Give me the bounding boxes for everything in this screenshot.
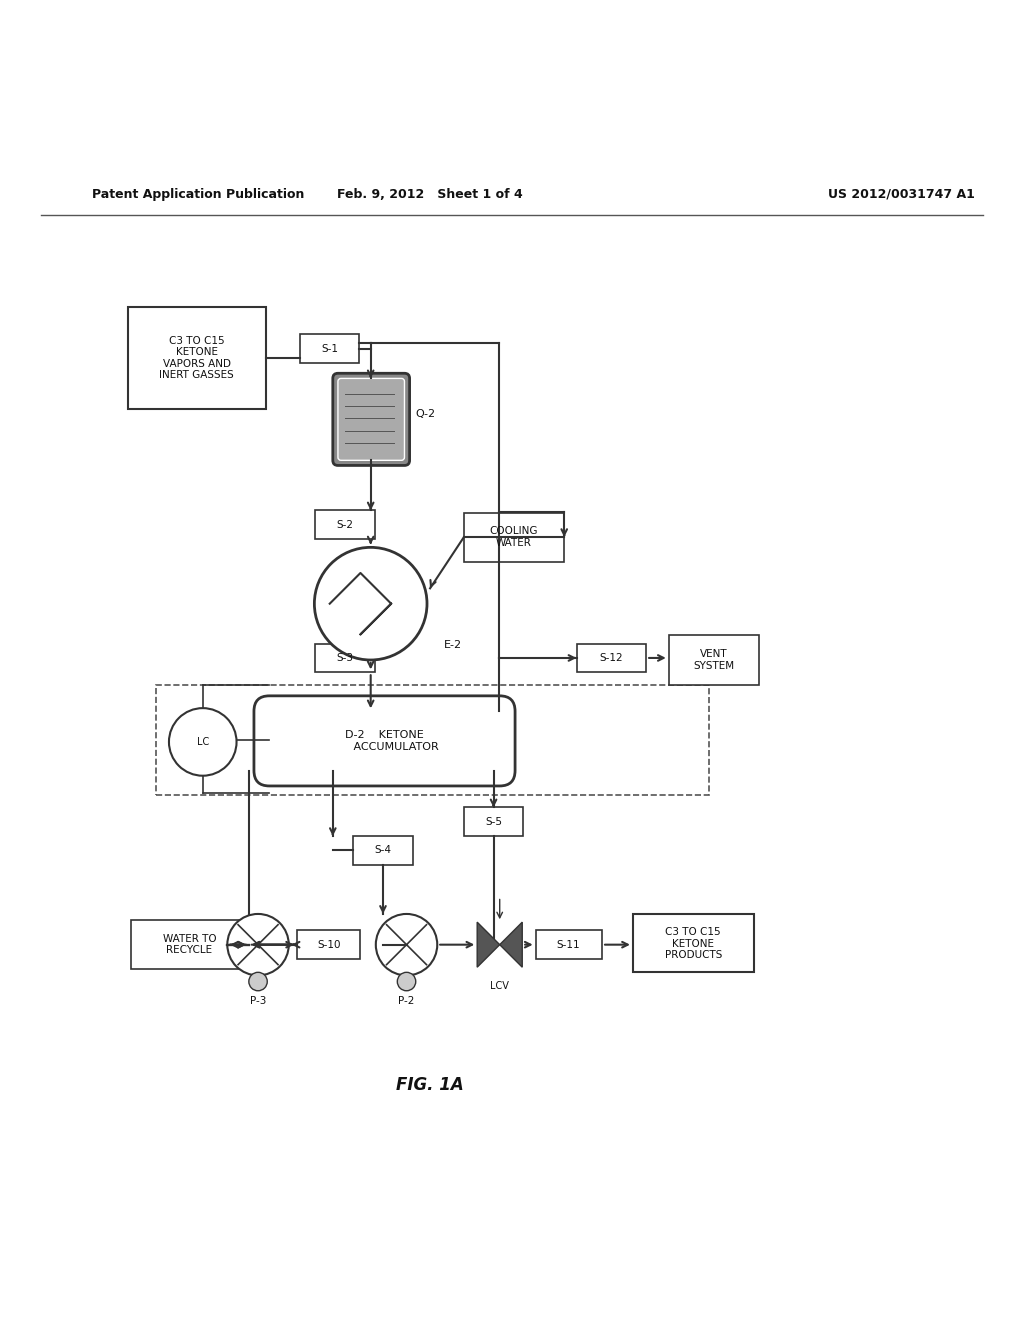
FancyBboxPatch shape bbox=[333, 374, 410, 466]
FancyBboxPatch shape bbox=[128, 306, 266, 409]
FancyBboxPatch shape bbox=[669, 635, 759, 685]
Text: S-11: S-11 bbox=[556, 940, 581, 949]
FancyBboxPatch shape bbox=[131, 920, 249, 969]
Text: P-3: P-3 bbox=[250, 997, 266, 1006]
Polygon shape bbox=[500, 923, 522, 968]
Circle shape bbox=[249, 973, 267, 991]
FancyBboxPatch shape bbox=[464, 512, 564, 562]
FancyBboxPatch shape bbox=[536, 931, 602, 960]
Text: LCV: LCV bbox=[490, 981, 509, 990]
Text: S-4: S-4 bbox=[375, 846, 391, 855]
Text: S-3: S-3 bbox=[337, 653, 353, 663]
Text: WATER TO
RECYCLE: WATER TO RECYCLE bbox=[163, 933, 216, 956]
FancyBboxPatch shape bbox=[464, 808, 523, 836]
Polygon shape bbox=[477, 923, 500, 968]
Text: C3 TO C15
KETONE
PRODUCTS: C3 TO C15 KETONE PRODUCTS bbox=[665, 927, 722, 960]
Text: COOLING
WATER: COOLING WATER bbox=[489, 527, 539, 548]
FancyBboxPatch shape bbox=[353, 836, 413, 865]
FancyBboxPatch shape bbox=[577, 644, 646, 672]
Text: P-2: P-2 bbox=[398, 997, 415, 1006]
Text: S-2: S-2 bbox=[337, 520, 353, 529]
FancyBboxPatch shape bbox=[254, 696, 515, 785]
FancyBboxPatch shape bbox=[315, 511, 375, 539]
FancyBboxPatch shape bbox=[633, 913, 754, 973]
Text: C3 TO C15
KETONE
VAPORS AND
INERT GASSES: C3 TO C15 KETONE VAPORS AND INERT GASSES bbox=[160, 335, 233, 380]
Circle shape bbox=[376, 913, 437, 975]
FancyBboxPatch shape bbox=[338, 379, 404, 461]
FancyBboxPatch shape bbox=[300, 334, 359, 363]
Text: S-10: S-10 bbox=[317, 940, 340, 949]
Text: S-5: S-5 bbox=[485, 817, 502, 826]
FancyBboxPatch shape bbox=[315, 644, 375, 672]
Circle shape bbox=[397, 973, 416, 991]
Text: LC: LC bbox=[197, 737, 209, 747]
Circle shape bbox=[314, 548, 427, 660]
Text: Q-2: Q-2 bbox=[415, 409, 435, 420]
Text: FIG. 1A: FIG. 1A bbox=[396, 1076, 464, 1094]
Text: Feb. 9, 2012   Sheet 1 of 4: Feb. 9, 2012 Sheet 1 of 4 bbox=[337, 187, 523, 201]
FancyBboxPatch shape bbox=[297, 931, 360, 960]
Text: Patent Application Publication: Patent Application Publication bbox=[92, 187, 304, 201]
Circle shape bbox=[227, 913, 289, 975]
Text: E-2: E-2 bbox=[443, 640, 462, 649]
Circle shape bbox=[169, 708, 237, 776]
Text: US 2012/0031747 A1: US 2012/0031747 A1 bbox=[827, 187, 975, 201]
Text: VENT
SYSTEM: VENT SYSTEM bbox=[693, 649, 734, 671]
Text: S-12: S-12 bbox=[599, 653, 624, 663]
Text: S-1: S-1 bbox=[322, 343, 338, 354]
Text: D-2    KETONE
       ACCUMULATOR: D-2 KETONE ACCUMULATOR bbox=[329, 730, 439, 751]
